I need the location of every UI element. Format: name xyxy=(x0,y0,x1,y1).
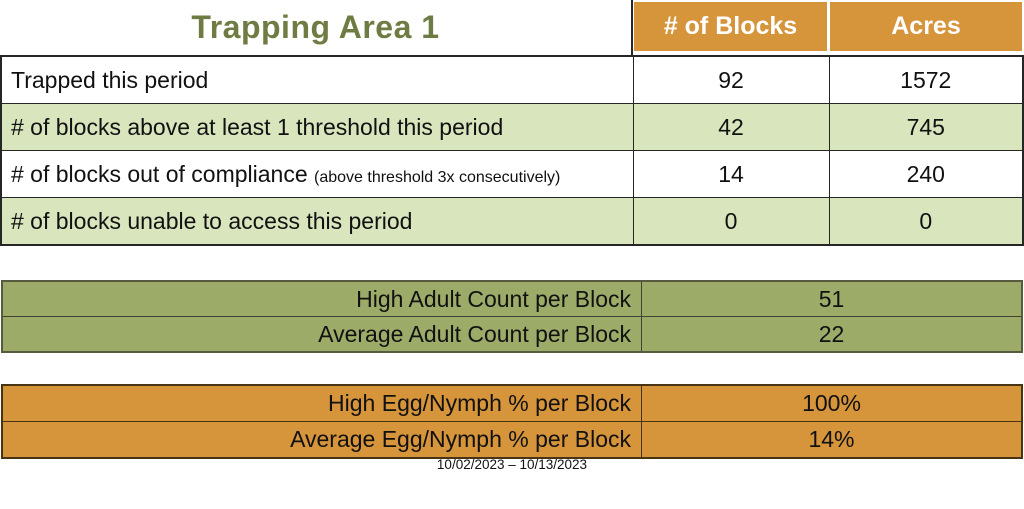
header-divider xyxy=(631,0,633,55)
row-label: # of blocks unable to access this period xyxy=(0,197,634,246)
acres-value: 745 xyxy=(828,103,1024,151)
row-label: # of blocks above at least 1 threshold t… xyxy=(0,103,634,151)
row-label-note: (above threshold 3x consecutively) xyxy=(314,168,561,186)
acres-value: 240 xyxy=(828,150,1024,198)
egg-nymph-table: High Egg/Nymph % per Block 100% Average … xyxy=(1,384,1023,459)
table-row-trapped: Trapped this period 92 1572 xyxy=(0,55,1024,104)
blocks-value: 0 xyxy=(632,197,830,246)
blocks-value: 14 xyxy=(632,150,830,198)
adult-count-table: High Adult Count per Block 51 Average Ad… xyxy=(1,280,1023,353)
table-row-unable-to-access: # of blocks unable to access this period… xyxy=(0,197,1024,246)
acres-value: 0 xyxy=(828,197,1024,246)
page-title: Trapping Area 1 xyxy=(191,9,440,45)
row-value: 51 xyxy=(818,285,845,312)
row-label: Average Adult Count per Block xyxy=(3,317,642,351)
row-label: High Egg/Nymph % per Block xyxy=(3,386,642,421)
blocks-value: 42 xyxy=(632,103,830,151)
row-label-main: # of blocks out of compliance xyxy=(11,160,308,187)
table-row-high-egg: High Egg/Nymph % per Block 100% xyxy=(3,386,1021,422)
row-label: # of blocks out of compliance (above thr… xyxy=(0,150,634,198)
row-label: High Adult Count per Block xyxy=(3,282,642,316)
acres-value: 1572 xyxy=(828,55,1024,104)
table-row-above-threshold: # of blocks above at least 1 threshold t… xyxy=(0,103,1024,151)
table-row-out-of-compliance: # of blocks out of compliance (above thr… xyxy=(0,150,1024,198)
row-label: Average Egg/Nymph % per Block xyxy=(3,422,642,457)
row-value: 100% xyxy=(802,390,861,416)
table-row-high-adult: High Adult Count per Block 51 xyxy=(3,282,1021,317)
main-table: Trapped this period 92 1572 # of blocks … xyxy=(0,55,1024,246)
table-row-average-egg: Average Egg/Nymph % per Block 14% xyxy=(3,422,1021,457)
column-header-blocks: # of Blocks xyxy=(634,2,827,51)
column-header-acres: Acres xyxy=(830,2,1022,51)
blocks-value: 92 xyxy=(632,55,830,104)
row-label: Trapped this period xyxy=(0,55,634,104)
table-row-average-adult: Average Adult Count per Block 22 xyxy=(3,317,1021,351)
row-value: 14% xyxy=(808,426,855,452)
date-range: 10/02/2023 – 10/13/2023 xyxy=(436,457,588,472)
row-value: 22 xyxy=(818,320,845,347)
